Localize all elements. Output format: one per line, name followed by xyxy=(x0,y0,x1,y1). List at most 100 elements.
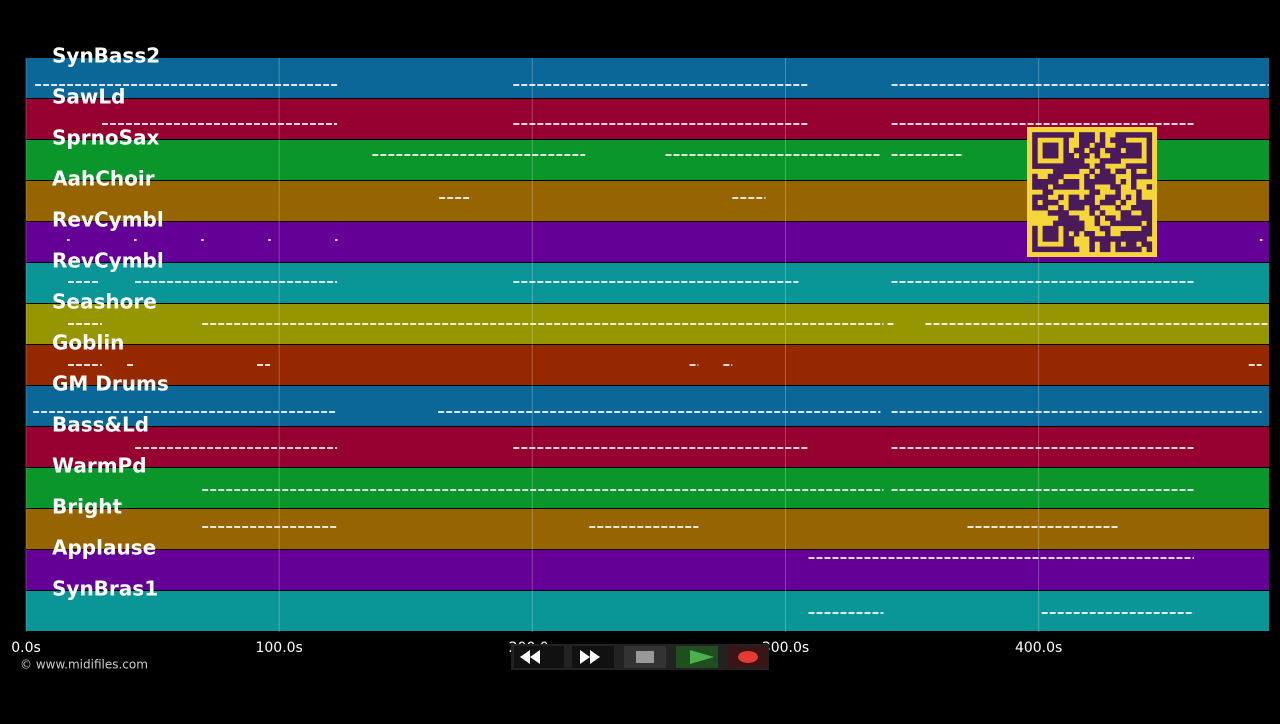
qr-module xyxy=(1089,147,1095,154)
qr-module xyxy=(1146,241,1153,247)
qr-module xyxy=(1053,184,1059,190)
rewind-button[interactable] xyxy=(514,646,564,668)
qr-module xyxy=(1094,215,1101,221)
qr-module xyxy=(1063,142,1069,149)
qr-module xyxy=(1063,220,1069,227)
qr-module xyxy=(1037,132,1043,138)
qr-module xyxy=(1058,220,1064,227)
qr-module xyxy=(1120,246,1127,253)
qr-module xyxy=(1068,158,1075,164)
qr-module xyxy=(1120,231,1127,237)
qr-module xyxy=(1079,137,1085,143)
qr-module xyxy=(1042,236,1049,242)
qr-module xyxy=(1047,189,1054,195)
qr-module xyxy=(1068,236,1075,242)
qr-module xyxy=(1073,231,1080,237)
qr-module xyxy=(1053,173,1059,180)
qr-module xyxy=(1073,199,1080,206)
qr-module xyxy=(1042,153,1049,159)
qr-module xyxy=(1032,137,1038,143)
qr-module xyxy=(1110,137,1116,143)
qr-module xyxy=(1079,142,1085,149)
qr-module xyxy=(1032,173,1038,180)
qr-module xyxy=(1053,179,1059,185)
qr-module xyxy=(1063,184,1069,190)
qr-module xyxy=(1073,225,1080,232)
qr-module xyxy=(1079,220,1085,227)
qr-module xyxy=(1042,231,1049,237)
qr-module xyxy=(1042,194,1049,201)
qr-module xyxy=(1068,225,1075,232)
qr-module xyxy=(1079,225,1085,232)
qr-module xyxy=(1141,199,1147,206)
qr-module xyxy=(1047,147,1054,154)
track-lane xyxy=(26,345,1269,385)
qr-module xyxy=(1063,225,1069,232)
fast-forward-button[interactable] xyxy=(572,646,614,668)
qr-module xyxy=(1115,168,1121,175)
qr-module xyxy=(1136,153,1142,159)
qr-module xyxy=(1099,179,1106,185)
qr-module xyxy=(1136,231,1142,237)
qr-module xyxy=(1105,225,1111,232)
track-label: SynBass2 xyxy=(52,44,160,68)
qr-module xyxy=(1089,132,1095,138)
qr-module xyxy=(1079,163,1085,169)
qr-module xyxy=(1073,147,1080,154)
qr-module xyxy=(1073,194,1080,201)
qr-module xyxy=(1032,205,1038,211)
record-icon xyxy=(738,651,758,663)
qr-module xyxy=(1063,215,1069,221)
stop-button[interactable] xyxy=(624,646,666,668)
qr-module xyxy=(1047,246,1054,253)
qr-module xyxy=(1136,132,1142,138)
qr-module xyxy=(1125,153,1132,159)
qr-module xyxy=(1032,147,1038,154)
qr-module xyxy=(1063,210,1069,216)
qr-module xyxy=(1068,246,1075,253)
qr-module xyxy=(1110,147,1116,154)
qr-module xyxy=(1120,168,1127,175)
qr-module xyxy=(1068,194,1075,201)
qr-module xyxy=(1047,231,1054,237)
qr-module xyxy=(1053,168,1059,175)
qr-module xyxy=(1105,158,1111,164)
qr-module xyxy=(1047,210,1054,216)
qr-module xyxy=(1089,184,1095,190)
qr-module xyxy=(1032,153,1038,159)
qr-module xyxy=(1146,210,1153,216)
qr-module xyxy=(1068,241,1075,247)
qr-module xyxy=(1053,132,1059,138)
qr-module xyxy=(1141,173,1147,180)
qr-module xyxy=(1084,199,1090,206)
qr-module xyxy=(1125,241,1132,247)
qr-module xyxy=(1125,194,1132,201)
record-button[interactable] xyxy=(728,646,768,668)
qr-module xyxy=(1105,147,1111,154)
track-label: AahChoir xyxy=(52,167,155,191)
qr-module xyxy=(1105,231,1111,237)
qr-module xyxy=(1146,231,1153,237)
qr-code xyxy=(1027,127,1157,257)
qr-module xyxy=(1079,199,1085,206)
qr-module xyxy=(1099,132,1106,138)
qr-module xyxy=(1053,225,1059,232)
ffwd-icon xyxy=(580,650,600,664)
qr-module xyxy=(1115,194,1121,201)
qr-module xyxy=(1094,147,1101,154)
qr-module xyxy=(1063,158,1069,164)
qr-module xyxy=(1136,246,1142,253)
track-label: SawLd xyxy=(52,85,125,109)
qr-module xyxy=(1146,147,1153,154)
track-label: Bass&Ld xyxy=(52,413,149,437)
qr-module xyxy=(1047,199,1054,206)
qr-module xyxy=(1089,137,1095,143)
qr-module xyxy=(1032,236,1038,242)
qr-module xyxy=(1110,173,1116,180)
qr-module xyxy=(1047,163,1054,169)
qr-module xyxy=(1042,199,1049,206)
qr-module xyxy=(1094,205,1101,211)
play-button[interactable] xyxy=(676,646,718,668)
qr-module xyxy=(1068,199,1075,206)
